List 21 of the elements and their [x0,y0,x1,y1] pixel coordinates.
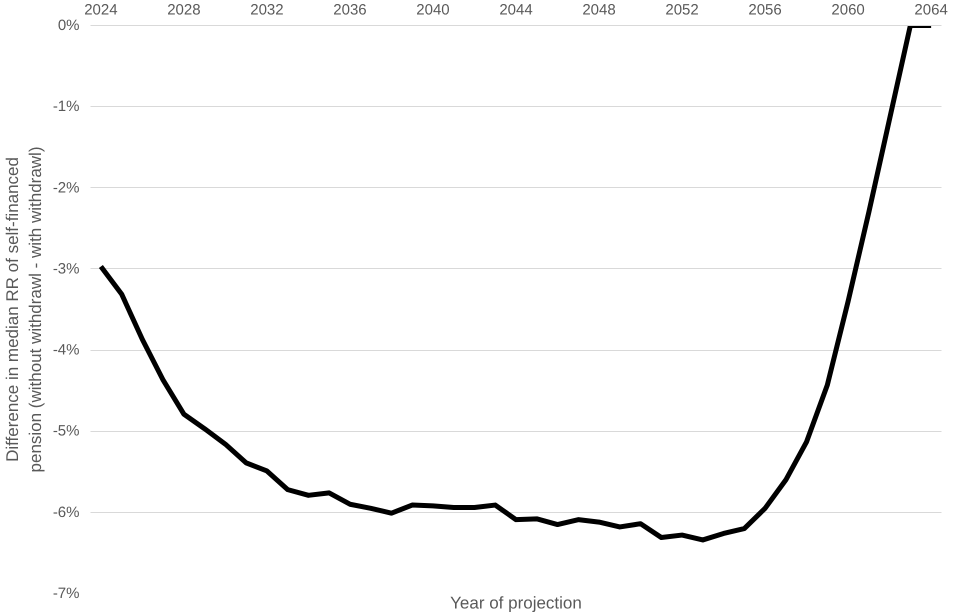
x-tick-label: 2052 [665,2,699,18]
x-tick-label: 2028 [167,2,201,18]
x-tick-label: 2048 [582,2,616,18]
x-tick-label: 2064 [914,2,948,18]
y-tick-label: -4% [52,342,80,359]
x-tick-label: 2056 [748,2,782,18]
x-tick-label: 2024 [84,2,118,18]
y-tick-label: 0% [58,17,80,34]
x-tick-label: 2036 [333,2,367,18]
x-axis-title: Year of projection [450,594,582,612]
y-tick-label: -3% [52,260,80,278]
y-tick-label: -7% [52,585,80,602]
y-tick-label: -2% [52,179,80,196]
x-tick-label: 2044 [499,2,533,18]
y-tick-label: -1% [52,98,80,116]
y-tick-label: -6% [52,504,80,521]
x-tick-label: 2032 [250,2,284,18]
y-axis-title: Difference in median RR of self-financed pension (without withdrawl - with withdrawl) [3,146,45,472]
y-tick-label: -5% [52,422,80,440]
x-tick-label: 2060 [831,2,865,18]
x-tick-label: 2040 [416,2,450,18]
